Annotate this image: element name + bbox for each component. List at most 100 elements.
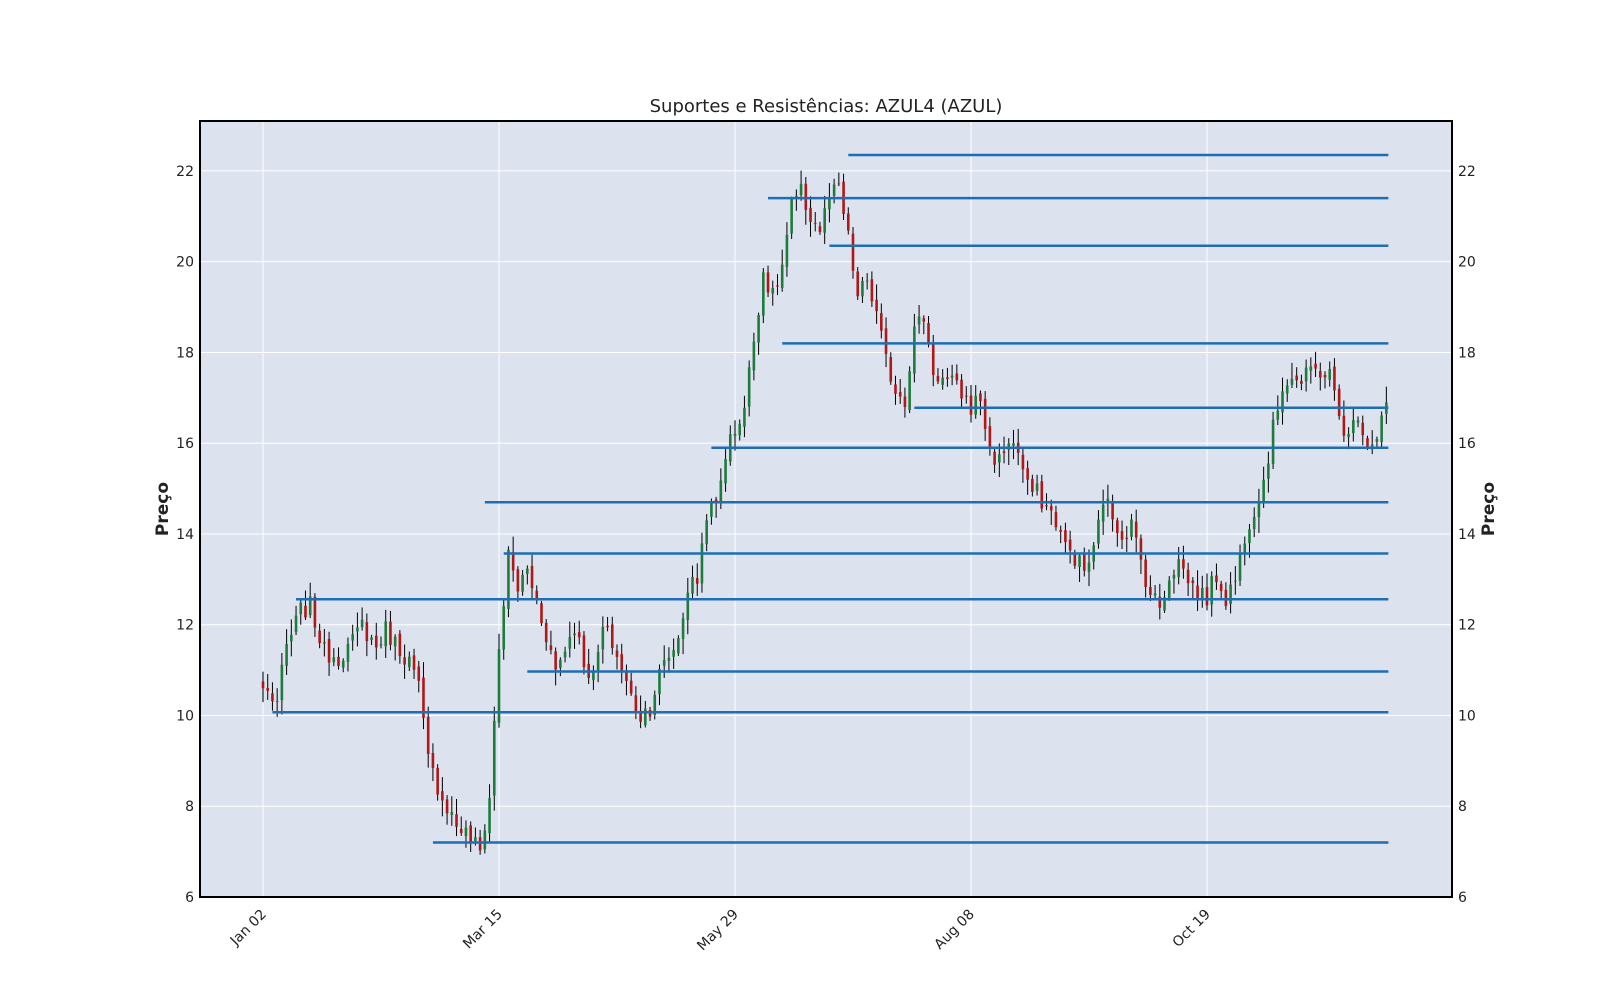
candle-body [894, 384, 897, 394]
candle-body [563, 651, 567, 658]
candle-body [979, 393, 982, 402]
y-axis-label-left: Preço [153, 482, 173, 536]
candle-body [1073, 552, 1077, 566]
candle-body [1300, 380, 1303, 384]
candle-body [290, 634, 293, 642]
candle-body [1262, 479, 1265, 503]
candle-body [478, 837, 482, 851]
candle-body [313, 596, 317, 628]
candle-body [1309, 366, 1313, 371]
candle-body [837, 183, 841, 185]
candle-body [327, 638, 331, 663]
candle-body [526, 568, 529, 574]
candle-body [1224, 589, 1228, 606]
candle-body [785, 234, 789, 267]
candle-body [374, 635, 378, 648]
candle-body [917, 316, 921, 325]
candle-body [955, 373, 959, 381]
chart-title: Suportes e Resistências: AZUL4 (AZUL) [650, 96, 1003, 117]
candle-body [662, 660, 666, 666]
candle-body [341, 660, 345, 668]
candle-body [1182, 559, 1185, 569]
candle-body [261, 681, 265, 689]
candle-body [521, 574, 524, 592]
candle-body [332, 657, 336, 663]
candle-body [1361, 422, 1365, 436]
candle-body [1295, 375, 1298, 381]
candle-body [1012, 443, 1015, 446]
y-tick-label: 8 [185, 799, 194, 815]
candle-body [422, 677, 425, 719]
candle-body [592, 672, 595, 681]
candle-body [908, 371, 911, 411]
candle-body [799, 183, 803, 196]
candle-body [913, 326, 916, 374]
candle-body [559, 659, 562, 668]
candle-body [577, 632, 581, 638]
candle-body [398, 633, 402, 657]
candle-body [752, 341, 756, 371]
candle-body [554, 651, 557, 670]
candle-body [1125, 537, 1129, 539]
candle-body [516, 569, 520, 592]
candle-body [629, 680, 633, 694]
candle-body [323, 641, 326, 644]
candle-body [733, 433, 737, 436]
candle-body [568, 637, 572, 649]
candle-body [431, 753, 435, 769]
candle-body [441, 791, 444, 801]
candle-body [351, 634, 354, 641]
y-tick-label: 20 [1458, 255, 1476, 271]
candle-body [880, 313, 883, 331]
candle-body [1035, 483, 1039, 491]
candle-body [818, 226, 822, 233]
candle-body [1111, 500, 1114, 520]
y-tick-label: 18 [1458, 345, 1476, 361]
candle-body [1172, 574, 1176, 579]
plot-area [200, 121, 1452, 897]
candle-body [1271, 419, 1275, 464]
support-resistance-levels [272, 153, 1389, 844]
candle-body [1234, 580, 1237, 582]
candle-body [1314, 363, 1317, 369]
candle-body [946, 377, 949, 380]
candle-body [474, 837, 477, 842]
candle-body [865, 280, 869, 282]
candle-body [1026, 468, 1029, 480]
candle-body [426, 716, 430, 755]
candle-body [337, 656, 340, 667]
candle-body [1380, 415, 1383, 443]
candle-body [620, 654, 624, 673]
candle-body [346, 643, 350, 662]
candle-body [1130, 519, 1133, 537]
candle-body [1318, 371, 1322, 378]
candle-body [544, 622, 548, 643]
candle-body [408, 656, 411, 668]
candle-body [1215, 575, 1218, 583]
candle-body [549, 645, 553, 651]
y-tick-label: 8 [1458, 799, 1467, 815]
candle-body [1040, 481, 1044, 509]
candle-body [445, 799, 449, 814]
candle-body [1167, 580, 1171, 599]
y-tick-label: 16 [176, 436, 194, 452]
candle-body [606, 625, 609, 628]
y-tick-label: 22 [176, 164, 194, 180]
candle-body [1101, 504, 1105, 522]
candle-body [686, 592, 690, 620]
y-axis-left: 6 8 10 12 14 16 18 20 22 [176, 164, 194, 906]
candle-body [846, 213, 850, 231]
candle-body [700, 543, 704, 584]
candle-body [417, 666, 421, 681]
y-tick-label: 14 [176, 527, 194, 543]
candle-body [1144, 559, 1147, 588]
candle-body [1106, 498, 1110, 503]
candle-body [1200, 587, 1204, 600]
candle-body [455, 814, 458, 827]
candle-body [436, 767, 439, 795]
candle-body [1078, 555, 1081, 568]
candle-body [1097, 519, 1100, 544]
candle-body [507, 549, 510, 609]
candle-body [573, 633, 576, 636]
candle-body [1082, 552, 1086, 571]
